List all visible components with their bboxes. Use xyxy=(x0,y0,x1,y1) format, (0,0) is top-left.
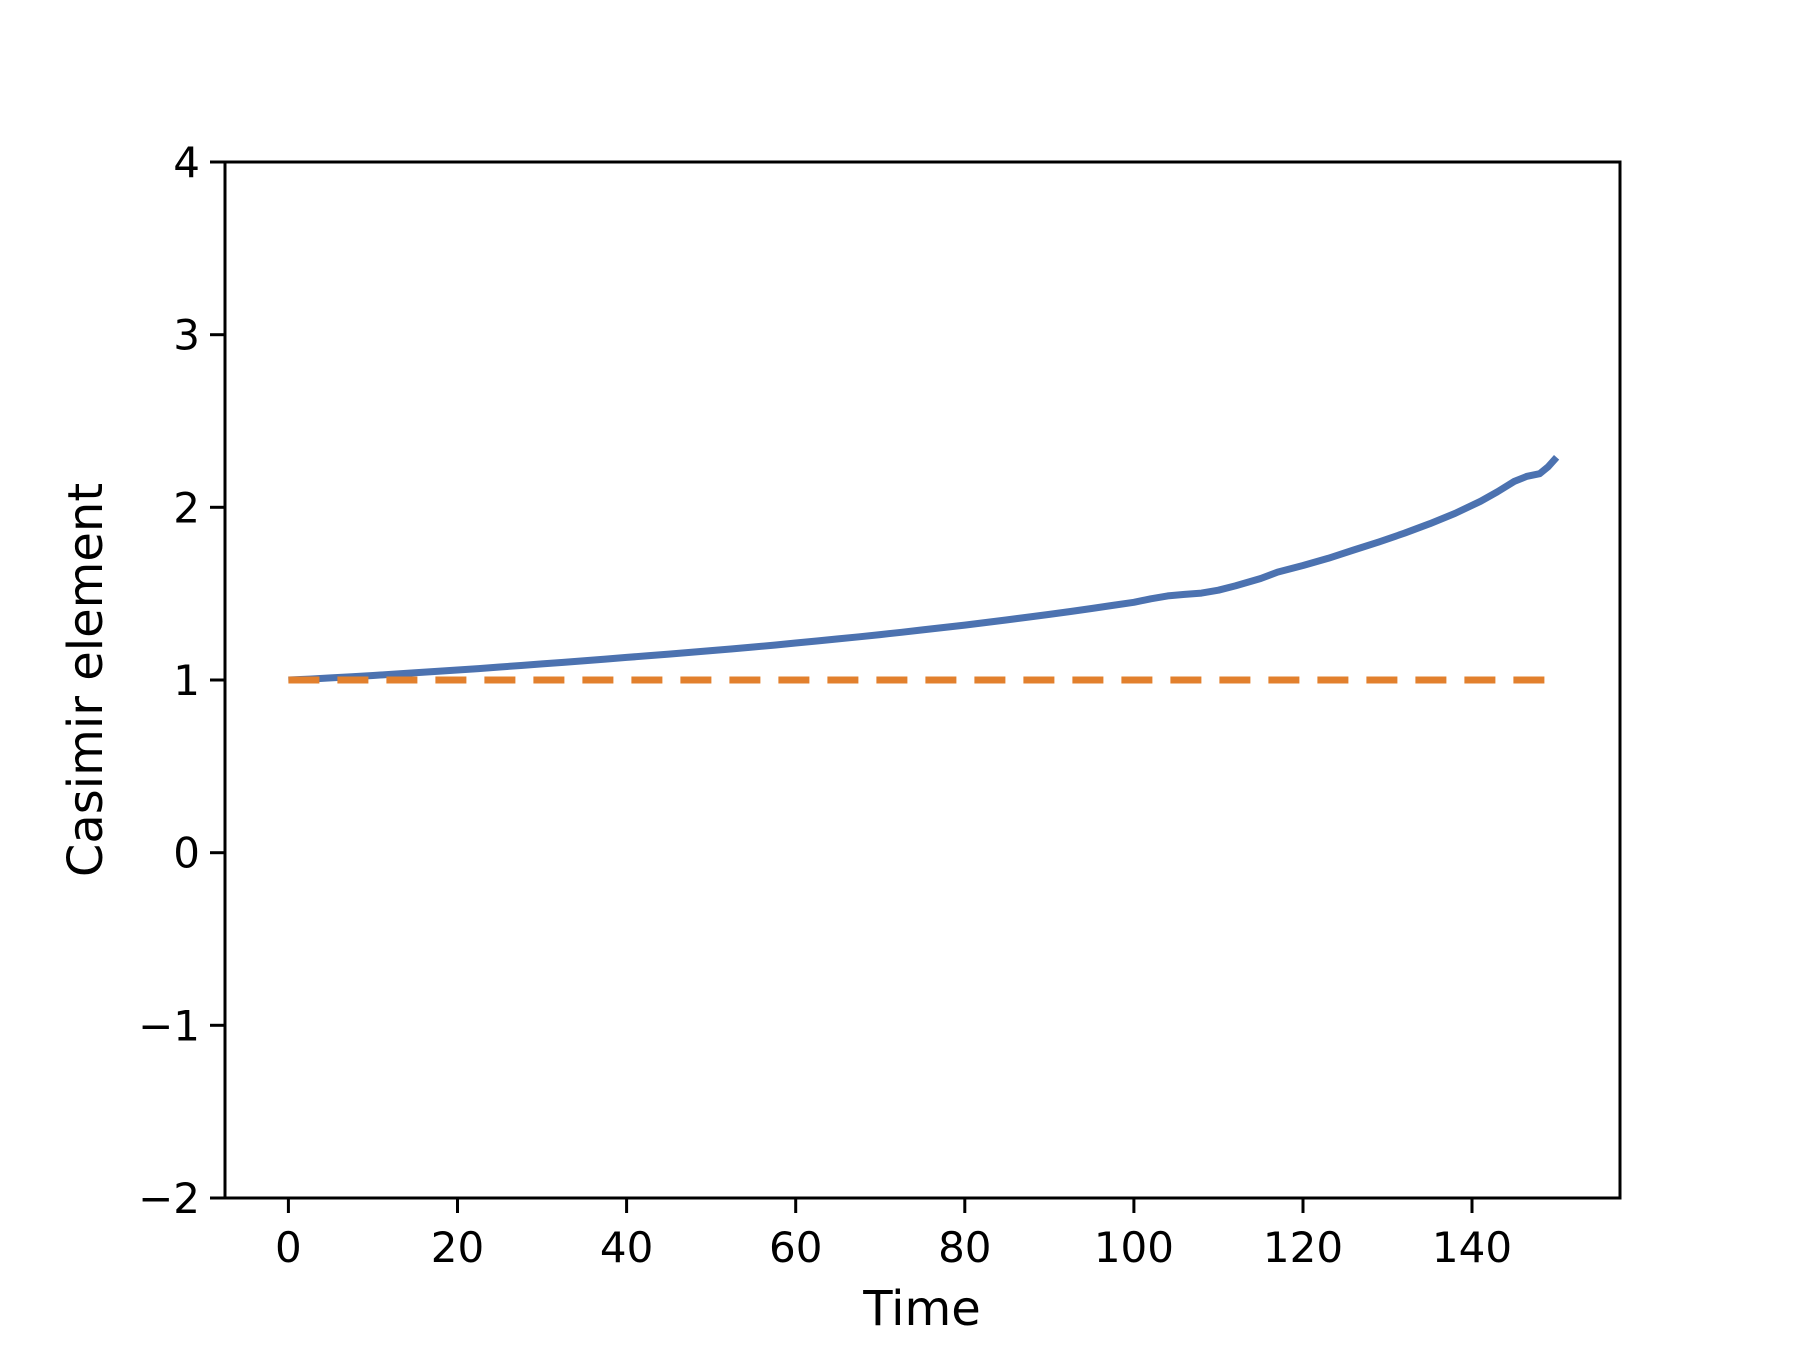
y-tick-label: −1 xyxy=(138,1001,200,1050)
x-tick-label: 140 xyxy=(1432,1223,1512,1272)
y-tick-label: 4 xyxy=(173,138,200,187)
casimir-element-line xyxy=(288,454,1560,684)
series-layer xyxy=(288,454,1560,684)
x-tick-label: 20 xyxy=(431,1223,484,1272)
x-tick-label: 120 xyxy=(1263,1223,1343,1272)
y-tick-label: −2 xyxy=(138,1174,200,1223)
axes-layer: 0 20 40 60 80 100 120 140 −2 −1 0 1 2 3 4 xyxy=(138,138,1622,1272)
y-axis-label: Casimir element xyxy=(58,483,114,877)
y-tick-label: 3 xyxy=(173,311,200,360)
x-axis-label: Time xyxy=(862,1281,980,1337)
x-tick-label: 40 xyxy=(600,1223,653,1272)
y-tick-label: 2 xyxy=(173,483,200,532)
x-tick-label: 80 xyxy=(938,1223,991,1272)
x-tick-label: 0 xyxy=(275,1223,302,1272)
y-tick-label: 1 xyxy=(173,656,200,705)
x-tick-label: 100 xyxy=(1094,1223,1174,1272)
x-tick-label: 60 xyxy=(769,1223,822,1272)
y-tick-label: 0 xyxy=(173,829,200,878)
plot-spines xyxy=(223,160,1622,1200)
